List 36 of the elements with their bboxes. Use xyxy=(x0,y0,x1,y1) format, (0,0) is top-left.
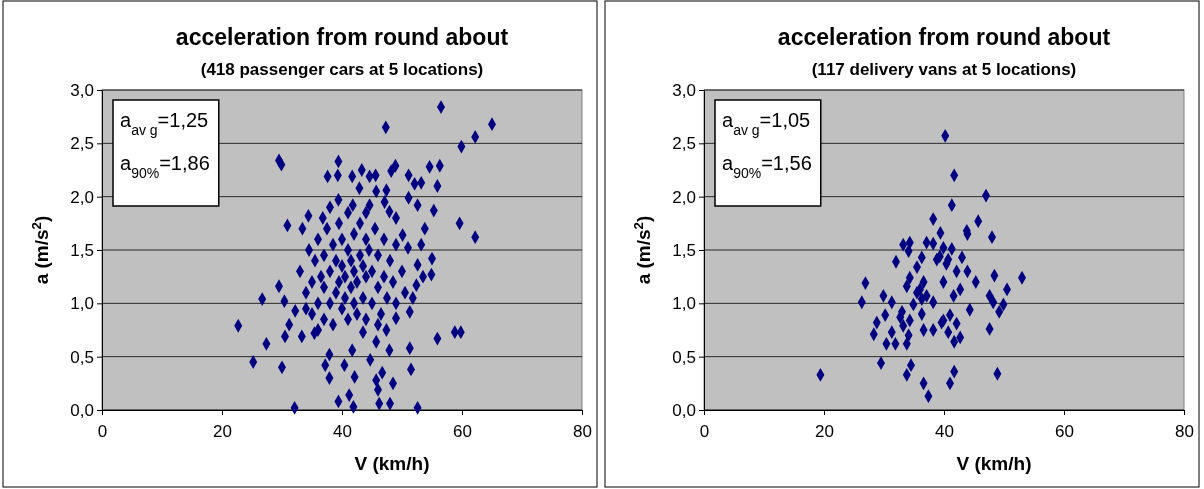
y-tick-label: 2,0 xyxy=(70,187,94,207)
x-tick-label: 0 xyxy=(699,421,710,441)
x-tick-label: 20 xyxy=(213,421,232,441)
y-tick-label: 1,0 xyxy=(672,294,696,314)
x-tick-label: 80 xyxy=(573,421,592,441)
x-tick-label: 80 xyxy=(1175,421,1194,441)
y-tick-label: 1,5 xyxy=(70,240,94,260)
y-tick-label: 3,0 xyxy=(672,80,696,100)
y-tick-label: 3,0 xyxy=(70,80,94,100)
x-tick-label: 0 xyxy=(97,421,108,441)
annotation: a$_{av g}$=1,05 xyxy=(722,109,811,138)
annotation-box: a$_{av g}$=1,25 a$_{90%}$=1,86 xyxy=(112,99,220,207)
x-axis-title: V (km/h) xyxy=(354,453,430,474)
y-tick-label: 2,0 xyxy=(672,187,696,207)
x-tick-label: 20 xyxy=(815,421,834,441)
y-tick-label: 1,5 xyxy=(672,240,696,260)
x-tick-label: 60 xyxy=(1055,421,1074,441)
annotation: a$_{90%}$=1,56 xyxy=(722,152,812,181)
y-tick-label: 1,0 xyxy=(70,294,94,314)
chart-title: acceleration from round about xyxy=(175,24,509,50)
y-tick-label: 2,5 xyxy=(70,134,94,154)
y-tick-label: 2,5 xyxy=(672,134,696,154)
chart-title: acceleration from round about xyxy=(777,24,1111,50)
chart-subtitle: (418 passenger cars at 5 locations) xyxy=(200,60,484,79)
chart-subtitle: (117 delivery vans at 5 locations) xyxy=(811,60,1077,79)
y-tick-label: 0,0 xyxy=(672,400,696,420)
x-axis-title: V (km/h) xyxy=(956,453,1032,474)
x-tick-label: 40 xyxy=(333,421,352,441)
y-tick-label: 0,5 xyxy=(672,347,696,367)
annotation: a$_{90%}$=1,86 xyxy=(120,152,210,181)
x-tick-label: 60 xyxy=(453,421,472,441)
x-tick-label: 40 xyxy=(935,421,954,441)
y-tick-label: 0,0 xyxy=(70,400,94,420)
annotation-box: a$_{av g}$=1,05 a$_{90%}$=1,56 xyxy=(714,99,822,207)
annotation: a$_{av g}$=1,25 xyxy=(120,109,209,138)
y-tick-label: 0,5 xyxy=(70,347,94,367)
